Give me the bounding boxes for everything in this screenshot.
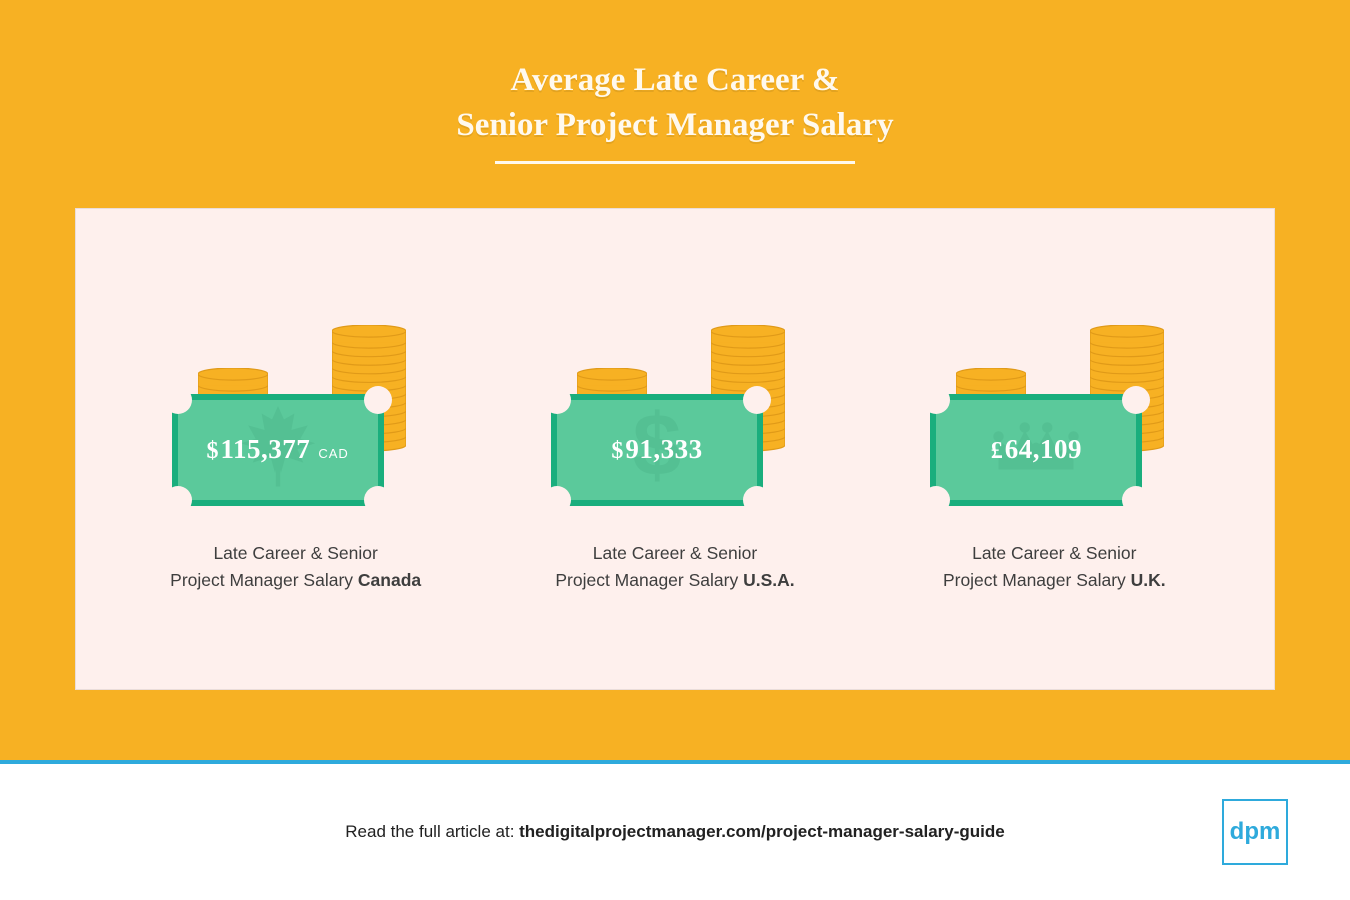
title-line-1: Average Late Career &	[511, 62, 840, 98]
currency-symbol: $	[207, 438, 219, 465]
title-line-2: Senior Project Manager Salary	[456, 107, 893, 143]
caption-line-2-prefix: Project Manager Salary	[555, 570, 743, 590]
footer-url: thedigitalprojectmanager.com/project-man…	[519, 822, 1005, 841]
salary-card: £64,109 Late Career & Senior Project Man…	[884, 304, 1224, 594]
salary-amount: $115,377 CAD	[207, 434, 349, 465]
amount-value: 115,377	[221, 434, 311, 465]
salary-card: $ $91,333 Late Career & Senior Project M…	[505, 304, 845, 594]
caption-country: U.S.A.	[743, 570, 795, 590]
title-underline	[495, 161, 855, 164]
money-bill-icon: $ $91,333	[551, 394, 763, 506]
salary-card: $115,377 CAD Late Career & Senior Project…	[126, 304, 466, 594]
logo-text: dpm	[1230, 818, 1281, 846]
caption-line-2-prefix: Project Manager Salary	[170, 570, 358, 590]
amount-value: 91,333	[625, 434, 702, 465]
currency-symbol: £	[991, 438, 1003, 465]
title-block: Average Late Career & Senior Project Man…	[456, 58, 893, 164]
money-bill-icon: £64,109	[930, 394, 1142, 506]
footer-text: Read the full article at: thedigitalproj…	[345, 822, 1004, 842]
hero-section: Average Late Career & Senior Project Man…	[0, 0, 1350, 760]
salary-graphic: £64,109	[924, 304, 1184, 534]
salary-panel: $115,377 CAD Late Career & Senior Project…	[75, 208, 1275, 690]
caption-line-1: Late Career & Senior	[213, 543, 377, 563]
salary-graphic: $ $91,333	[545, 304, 805, 534]
caption-line-1: Late Career & Senior	[972, 543, 1136, 563]
main-title: Average Late Career & Senior Project Man…	[456, 58, 893, 147]
brand-logo: dpm	[1222, 799, 1288, 865]
salary-caption: Late Career & Senior Project Manager Sal…	[555, 540, 794, 594]
footer: Read the full article at: thedigitalproj…	[0, 764, 1350, 900]
footer-prefix: Read the full article at:	[345, 822, 519, 841]
money-bill-icon: $115,377 CAD	[172, 394, 384, 506]
caption-line-2-prefix: Project Manager Salary	[943, 570, 1131, 590]
caption-country: U.K.	[1131, 570, 1166, 590]
currency-symbol: $	[611, 438, 623, 465]
caption-line-1: Late Career & Senior	[593, 543, 757, 563]
salary-caption: Late Career & Senior Project Manager Sal…	[170, 540, 421, 594]
amount-value: 64,109	[1005, 434, 1082, 465]
salary-amount: £64,109	[991, 434, 1082, 465]
salary-caption: Late Career & Senior Project Manager Sal…	[943, 540, 1166, 594]
salary-amount: $91,333	[611, 434, 702, 465]
caption-country: Canada	[358, 570, 421, 590]
salary-graphic: $115,377 CAD	[166, 304, 426, 534]
currency-suffix: CAD	[318, 446, 348, 461]
